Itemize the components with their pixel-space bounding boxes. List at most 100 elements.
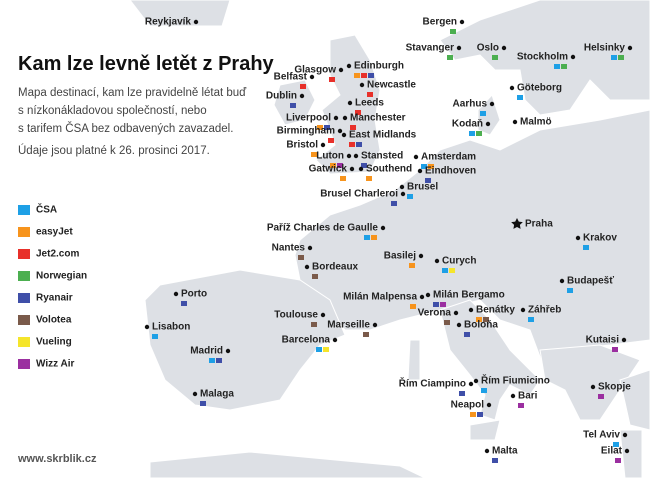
city-dot bbox=[559, 278, 565, 284]
city-dot bbox=[512, 119, 518, 125]
city-dot bbox=[332, 337, 338, 343]
city-dot bbox=[359, 82, 365, 88]
airline-marker bbox=[517, 95, 523, 100]
city-label: Bordeaux bbox=[312, 262, 359, 273]
city-label: Brusel Charleroi bbox=[320, 189, 398, 200]
city-label: Barcelona bbox=[282, 335, 331, 346]
city-dot bbox=[413, 154, 419, 160]
home-label: Praha bbox=[525, 219, 553, 230]
city-label: Leeds bbox=[355, 98, 384, 109]
legend-label: Jet2.com bbox=[36, 249, 79, 260]
airline-marker bbox=[611, 55, 617, 60]
city-label: Helsinky bbox=[584, 43, 626, 54]
city-dot bbox=[489, 101, 495, 107]
city-dot bbox=[627, 45, 633, 51]
airline-marker bbox=[613, 442, 619, 447]
airline-marker bbox=[554, 64, 560, 69]
airline-marker bbox=[470, 412, 476, 417]
airline-marker bbox=[367, 92, 373, 97]
airline-marker bbox=[447, 55, 453, 60]
city-label: Marseille bbox=[327, 320, 370, 331]
legend-swatch bbox=[18, 205, 30, 215]
airline-marker bbox=[561, 64, 567, 69]
airline-marker bbox=[340, 176, 346, 181]
airline-marker bbox=[492, 458, 498, 463]
city-dot bbox=[468, 381, 474, 387]
airline-marker bbox=[528, 317, 534, 322]
city-dot bbox=[144, 324, 150, 330]
airline-marker bbox=[354, 73, 360, 78]
airline-marker bbox=[421, 164, 427, 169]
city-dot bbox=[418, 253, 424, 259]
city-dot bbox=[485, 121, 491, 127]
airline-marker bbox=[371, 235, 377, 240]
description: s nízkonákladovou společností, nebo bbox=[18, 105, 207, 117]
legend-swatch bbox=[18, 315, 30, 325]
airline-marker bbox=[476, 317, 482, 322]
city-dot bbox=[456, 322, 462, 328]
city-label: Skopje bbox=[598, 382, 631, 393]
city-label: Boloňa bbox=[464, 320, 498, 331]
airline-marker bbox=[567, 288, 573, 293]
city-label: Bergen bbox=[423, 17, 457, 28]
city-dot bbox=[173, 291, 179, 297]
airline-marker bbox=[324, 125, 330, 130]
city-label: Malaga bbox=[200, 389, 234, 400]
airline-marker bbox=[361, 73, 367, 78]
city-label: Lisabon bbox=[152, 322, 190, 333]
airline-marker bbox=[598, 394, 604, 399]
airline-marker bbox=[329, 77, 335, 82]
airline-marker bbox=[464, 332, 470, 337]
city-dot bbox=[304, 264, 310, 270]
city-dot bbox=[380, 225, 386, 231]
city-dot bbox=[473, 378, 479, 384]
airline-marker bbox=[323, 347, 329, 352]
legend-swatch bbox=[18, 293, 30, 303]
legend: ČSA easyJet Jet2.com Norwegian Ryanair Volote… bbox=[18, 203, 87, 370]
airline-marker bbox=[356, 142, 362, 147]
city-dot bbox=[486, 402, 492, 408]
airline-marker bbox=[440, 302, 446, 307]
city-dot bbox=[425, 292, 431, 298]
airline-marker bbox=[312, 274, 318, 279]
land bbox=[129, 0, 650, 478]
airline-marker bbox=[311, 152, 317, 157]
city-label: Kodaň bbox=[452, 119, 483, 130]
footer: www.skrblik.cz bbox=[17, 453, 97, 465]
city-dot bbox=[358, 166, 364, 172]
airline-marker bbox=[298, 255, 304, 260]
city-dot bbox=[456, 45, 462, 51]
city-label: Bari bbox=[518, 391, 538, 402]
airline-marker bbox=[409, 263, 415, 268]
city-label: Paříž Charles de Gaulle bbox=[267, 223, 379, 234]
legend-swatch bbox=[18, 359, 30, 369]
city-label: Gatwick bbox=[309, 164, 348, 175]
city-dot bbox=[372, 322, 378, 328]
city-dot bbox=[459, 19, 465, 25]
description: Mapa destinací, kam lze pravidelně létat… bbox=[18, 87, 247, 99]
airline-marker bbox=[477, 412, 483, 417]
airline-marker bbox=[317, 125, 323, 130]
city-label: Malmö bbox=[520, 117, 552, 128]
airline-marker bbox=[612, 347, 618, 352]
city-dot bbox=[341, 132, 347, 138]
airline-marker bbox=[364, 235, 370, 240]
city-dot bbox=[434, 258, 440, 264]
description: s tarifem ČSA bez odbavených zavazadel. bbox=[18, 122, 233, 135]
city-label: Curych bbox=[442, 256, 476, 267]
city-label: Milán Bergamo bbox=[433, 290, 505, 301]
city-label: Southend bbox=[366, 164, 412, 175]
legend-swatch bbox=[18, 227, 30, 237]
title: Kam lze levně letět z Prahy bbox=[18, 53, 275, 75]
city-dot bbox=[624, 448, 630, 454]
city-dot bbox=[621, 337, 627, 343]
city-dot bbox=[338, 67, 344, 73]
city-label: Manchester bbox=[350, 113, 406, 124]
city-label: Reykjavík bbox=[145, 17, 192, 28]
city-dot bbox=[510, 393, 516, 399]
city-label: Řím Ciampino bbox=[399, 377, 466, 390]
city-label: Birmingham bbox=[277, 126, 335, 137]
legend-label: ČSA bbox=[36, 203, 57, 216]
airline-marker bbox=[337, 163, 343, 168]
airline-marker bbox=[444, 320, 450, 325]
